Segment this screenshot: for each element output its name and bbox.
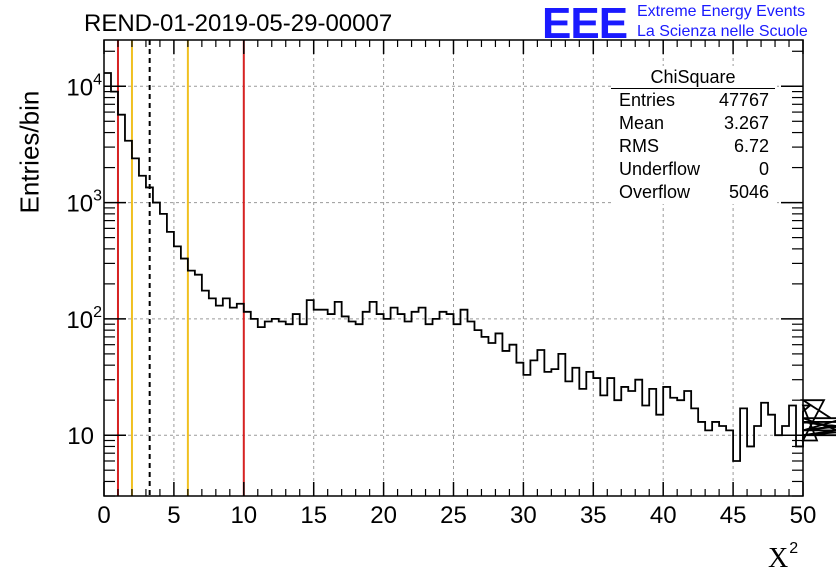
x-tick-label: 30	[510, 502, 537, 529]
stats-row-underflow: Underflow 0	[611, 158, 777, 181]
x-axis-label-base: X	[768, 543, 789, 572]
x-tick-label: 10	[230, 502, 257, 529]
stats-value: 0	[758, 159, 769, 179]
marker-lines	[116, 40, 245, 496]
x-tick-label: 15	[300, 502, 327, 529]
stats-label: Underflow	[619, 159, 701, 179]
chart-title: REND-01-2019-05-29-00007	[84, 10, 393, 37]
x-tick-label: 40	[650, 502, 677, 529]
x-tick-label: 20	[370, 502, 397, 529]
stats-label: Mean	[619, 113, 665, 133]
x-axis-label: X2	[768, 540, 798, 572]
stats-label: Overflow	[619, 182, 691, 202]
y-tick-label: 102	[66, 304, 102, 334]
x-tick-label: 35	[580, 502, 607, 529]
x-tick-label: 45	[720, 502, 747, 529]
x-tick-label: 50	[790, 502, 817, 529]
x-axis-ticks: 0 5 10 15 20 25 30 35 40 45 50	[97, 40, 816, 529]
y-tick-label: 104	[66, 71, 102, 101]
x-tick-label: 0	[97, 502, 110, 529]
x-axis-label-exponent: 2	[789, 540, 799, 557]
y-axis-label: Entries/bin	[14, 90, 45, 214]
stats-row-overflow: Overflow 5046	[611, 181, 777, 204]
x-tick-label: 25	[440, 502, 467, 529]
stats-label: Entries	[619, 90, 676, 110]
stats-row-entries: Entries 47767	[611, 89, 777, 112]
stats-label: RMS	[619, 136, 659, 156]
histogram-steps	[104, 72, 836, 462]
x-tick-label: 5	[167, 502, 180, 529]
stats-value: 3.267	[723, 113, 769, 133]
y-axis-ticks: 10 102 103 104	[66, 50, 803, 497]
logo-caption-line1: Extreme Energy Events	[637, 3, 806, 20]
stats-row-mean: Mean 3.267	[611, 112, 777, 135]
stats-value: 6.72	[733, 136, 769, 156]
stats-row-rms: RMS 6.72	[611, 135, 777, 158]
y-tick-label: 103	[66, 188, 102, 218]
stats-box: ChiSquare Entries 47767 Mean 3.267 RMS 6.72…	[611, 66, 777, 204]
stats-value: 5046	[728, 182, 769, 202]
stats-title: ChiSquare	[611, 66, 775, 89]
stats-value: 47767	[718, 90, 769, 110]
y-tick-label: 10	[67, 423, 94, 450]
logo-caption-line2: La Scienza nelle Scuole	[637, 23, 808, 40]
eee-logo: EEE	[542, 0, 628, 48]
